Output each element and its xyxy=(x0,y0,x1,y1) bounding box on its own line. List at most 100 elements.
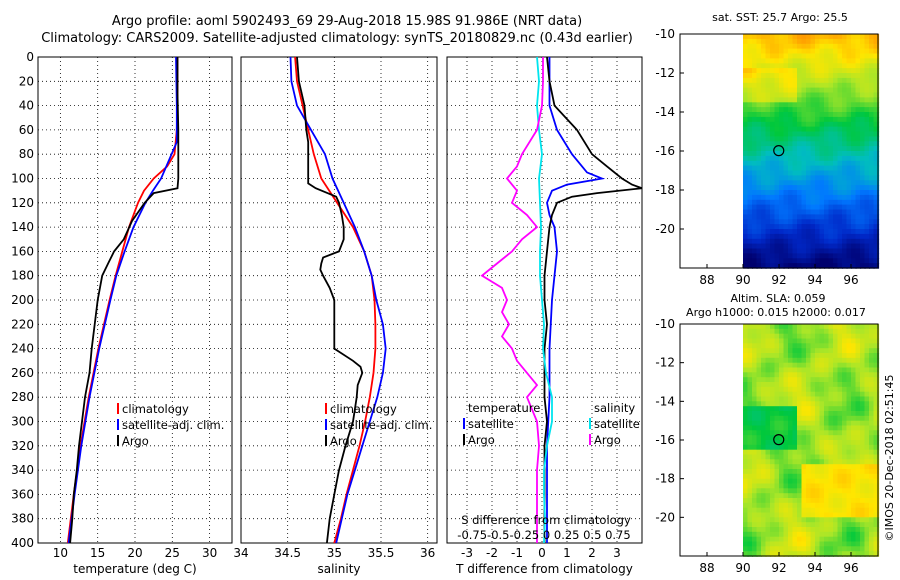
heatmap-cell xyxy=(860,102,866,108)
heatmap-cell xyxy=(833,121,839,128)
heatmap-cell xyxy=(806,112,812,118)
heatmap-cell xyxy=(842,204,848,211)
heatmap-cell xyxy=(837,185,844,191)
heatmap-cell xyxy=(815,328,821,335)
heatmap-cell xyxy=(779,204,785,211)
heatmap-cell xyxy=(743,77,749,84)
heatmap-cell xyxy=(824,391,830,398)
heatmap-cell xyxy=(819,483,826,490)
heatmap-cell xyxy=(810,58,817,64)
heatmap-cell xyxy=(770,401,776,407)
heatmap-cell xyxy=(815,82,821,89)
heatmap-cell xyxy=(792,401,799,407)
heatmap-cell xyxy=(774,469,781,475)
heatmap-cell xyxy=(842,209,848,216)
heatmap-cell xyxy=(869,126,875,133)
heatmap-cell xyxy=(788,498,794,504)
heatmap-cell xyxy=(842,435,848,441)
heatmap-cell xyxy=(855,440,862,446)
heatmap-cell xyxy=(797,454,803,461)
heatmap-cell xyxy=(770,194,776,201)
heatmap-cell xyxy=(756,411,763,417)
heatmap-cell xyxy=(864,517,871,523)
x-tick-label: 34 xyxy=(233,546,248,560)
difference-panel: -3 -2 -1 0 1 2 3T difference from climatologyt… xyxy=(446,56,643,576)
heatmap-cell xyxy=(765,469,772,475)
heatmap-cell xyxy=(788,185,794,191)
heatmap-cell xyxy=(797,68,803,74)
heatmap-cell xyxy=(801,121,808,128)
heatmap-cell xyxy=(860,338,866,345)
heatmap-cell xyxy=(855,209,862,216)
heatmap-cell xyxy=(743,493,749,499)
heatmap-cell xyxy=(756,522,763,528)
heatmap-cell xyxy=(770,204,776,211)
heatmap-cell xyxy=(806,357,812,364)
heatmap-cell xyxy=(851,536,857,543)
heatmap-cell xyxy=(752,48,758,55)
heatmap-cell xyxy=(806,324,812,330)
heatmap-cell xyxy=(869,512,875,519)
heatmap-cell xyxy=(824,92,830,99)
heatmap-cell xyxy=(779,338,785,345)
heatmap-cell xyxy=(855,233,862,240)
heatmap-cell xyxy=(792,425,799,432)
heatmap-cell xyxy=(828,185,835,191)
heatmap-cell xyxy=(833,444,839,451)
heatmap-cell xyxy=(851,473,857,480)
heatmap-cell xyxy=(815,190,821,196)
heatmap-cell xyxy=(851,107,857,113)
heatmap-cell xyxy=(860,34,866,40)
heatmap-cell xyxy=(770,58,776,64)
heatmap-cell xyxy=(797,175,803,181)
heatmap-cell xyxy=(806,464,812,470)
heatmap-cell xyxy=(801,263,808,269)
heatmap-cell xyxy=(833,112,839,118)
heatmap-cell xyxy=(842,38,848,45)
heatmap-cell xyxy=(810,362,817,369)
heatmap-cell xyxy=(810,112,817,118)
heatmap-cell xyxy=(765,253,772,259)
heatmap-cell xyxy=(774,493,781,499)
legend-label-2: Argo xyxy=(330,434,357,448)
heatmap-cell xyxy=(842,527,848,533)
heatmap-cell xyxy=(855,473,862,480)
heatmap-cell xyxy=(819,401,826,407)
heatmap-cell xyxy=(743,126,749,133)
heatmap-cell xyxy=(779,82,785,89)
heatmap-cell xyxy=(842,58,848,64)
heatmap-cell xyxy=(846,180,853,186)
heatmap-cell xyxy=(779,170,785,177)
heatmap-cell xyxy=(743,546,749,552)
heatmap-cell xyxy=(747,469,754,475)
heatmap-cell xyxy=(747,63,754,69)
heatmap-cell xyxy=(864,406,871,412)
heatmap-cell xyxy=(747,180,754,186)
heatmap-cell xyxy=(743,131,749,138)
heatmap-cell xyxy=(873,372,880,378)
heatmap-cell xyxy=(860,180,866,186)
heatmap-cell xyxy=(819,551,826,557)
heatmap-cell xyxy=(797,328,803,335)
heatmap-cell xyxy=(774,170,781,177)
heatmap-cell xyxy=(855,415,862,422)
diff-legend-label-1: Argo xyxy=(468,433,495,447)
heatmap-cell xyxy=(833,478,839,485)
heatmap-cell xyxy=(846,233,853,240)
heatmap-cell xyxy=(779,219,785,225)
heatmap-cell xyxy=(806,435,812,441)
heatmap-cell xyxy=(770,121,776,128)
heatmap-cell xyxy=(819,136,826,142)
heatmap-cell xyxy=(761,430,767,436)
heatmap-cell xyxy=(774,160,781,167)
heatmap-cell xyxy=(743,263,749,269)
heatmap-cell xyxy=(765,522,772,528)
heatmap-cell xyxy=(806,102,812,108)
heatmap-cell xyxy=(851,63,857,69)
heatmap-cell xyxy=(747,112,754,118)
heatmap-cell xyxy=(792,97,799,103)
heatmap-cell xyxy=(810,348,817,354)
heatmap-cell xyxy=(756,440,763,446)
heatmap-cell xyxy=(837,541,844,548)
heatmap-cell xyxy=(860,435,866,441)
